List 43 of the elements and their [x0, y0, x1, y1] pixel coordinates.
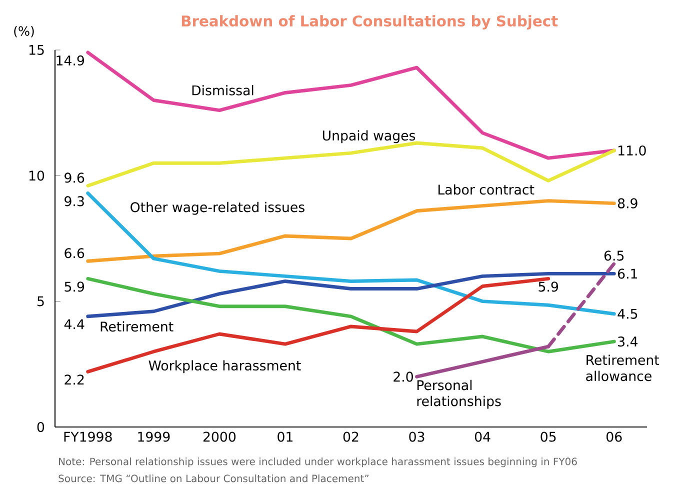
series-label: Retirement [100, 321, 174, 332]
data-label: 11.0 [618, 145, 646, 156]
series-label: Dismissal [192, 85, 254, 96]
data-label: 6.5 [604, 250, 624, 261]
text: Note: Personal relationship issues were included under workplace harassment issues beginning in FY06 [59, 458, 577, 468]
data-label: 9.6 [64, 172, 84, 183]
data-label: 8.9 [618, 198, 638, 208]
line-series [86, 272, 616, 318]
data-label: 5.9 [64, 282, 84, 292]
x-tick-label: 1999 [138, 432, 170, 442]
series-label: Labor contract [438, 184, 534, 195]
x-tick-label: 05 [540, 432, 556, 442]
data-label: 4.5 [618, 308, 638, 319]
x-tick-label: 2000 [203, 432, 236, 442]
series-label: Workplace harassment [148, 360, 301, 374]
y-axis-title: (%) [14, 26, 34, 38]
x-tick-label: 01 [278, 432, 292, 442]
data-label: 14.9 [56, 55, 84, 66]
data-label: 2.0 [394, 372, 413, 382]
y-tick-label: 10 [29, 170, 44, 181]
data-label: 5.9 [538, 282, 558, 292]
data-label: 9.3 [64, 196, 84, 206]
data-label: 3.4 [618, 336, 638, 347]
x-tick-label: 03 [409, 432, 424, 442]
x-tick-label: 04 [474, 432, 490, 442]
series-label: Retirement allowance [586, 354, 660, 382]
x-tick-label: 02 [343, 432, 358, 442]
y-tick-label: 5 [38, 296, 44, 306]
data-label: 6.1 [618, 268, 638, 279]
series-label: Unpaid wages [322, 130, 416, 144]
x-tick-label: FY1998 [64, 432, 112, 442]
chart-title: Breakdown of Labor Consultations by Subject [182, 15, 558, 30]
source-note: Source: TMG “Outline on Labour Consultation and Placement” [58, 474, 368, 482]
data-label: 4.4 [64, 319, 84, 330]
data-label: 2.2 [64, 374, 84, 385]
series-label: Other wage-related issues [130, 202, 304, 215]
y-tick-label: 15 [29, 45, 44, 55]
line-series [86, 50, 616, 160]
line-series [86, 276, 616, 354]
y-tick-label: 0 [37, 422, 44, 432]
series-label: Personal relationships [417, 380, 501, 409]
data-label: 6.6 [64, 248, 84, 258]
x-tick-label: 06 [606, 432, 622, 442]
